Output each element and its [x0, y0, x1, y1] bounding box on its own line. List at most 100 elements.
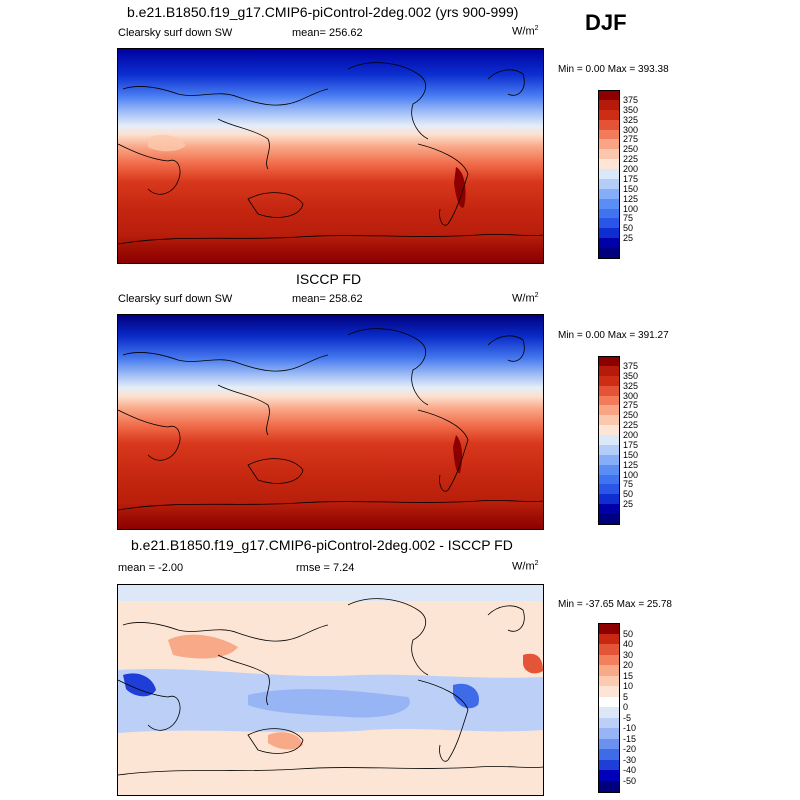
colorbar-tick-label: 275: [623, 134, 639, 145]
colorbar-tick-label: -40: [623, 765, 637, 775]
colorbar-tick-label: 150: [623, 449, 639, 460]
colorbar-tick-label: -5: [623, 712, 632, 723]
colorbar-swatch: [598, 644, 620, 655]
colorbar-tick-label: -30: [623, 754, 637, 765]
panel3-north-band: [118, 585, 543, 601]
colorbar-tick-label: 300: [623, 390, 639, 401]
panel1-colorbar: 375 350 325 300 275 250 225 200 175 150 125 100 75 50…: [598, 90, 658, 260]
colorbar-tick-label: 375: [623, 360, 639, 371]
colorbar-tick-label: 30: [623, 649, 634, 660]
panel3-pacific-negative: [248, 689, 410, 718]
season-label: DJF: [585, 10, 627, 35]
panel3-sa-minimum: [453, 683, 479, 709]
panel1-map: [117, 48, 544, 264]
colorbar-swatch: [598, 238, 620, 249]
panel3-coastlines: [118, 598, 543, 776]
colorbar-tick-label: 50: [623, 628, 634, 639]
colorbar-swatch: [598, 654, 620, 666]
colorbar-tick-label: 40: [623, 639, 634, 649]
colorbar-tick-label: 325: [623, 380, 639, 391]
panel3-east-edge-positive: [523, 653, 543, 674]
panel2-title: ISCCP FD: [296, 271, 362, 287]
colorbar-swatch: [598, 90, 620, 102]
colorbar-swatch: [598, 415, 620, 426]
colorbar-tick-label: 150: [623, 183, 639, 194]
panel3-minmax: Min = -37.65 Max = 25.78: [558, 599, 672, 610]
panel1-minmax: Min = 0.00 Max = 393.38: [558, 64, 669, 75]
colorbar-tick-label: 15: [623, 670, 634, 681]
panel3-africa-minimum: [123, 673, 156, 697]
colorbar-swatch: [598, 208, 620, 219]
colorbar-swatch: [598, 119, 620, 131]
colorbar-swatch: [598, 435, 620, 446]
colorbar-swatch: [598, 385, 620, 397]
panel1-andes-maximum: [454, 167, 466, 208]
panel1-mean-label: mean= 256.62: [292, 27, 363, 39]
colorbar-tick-label: 350: [623, 104, 639, 115]
colorbar-swatch: [598, 514, 620, 526]
colorbar-swatch: [598, 707, 620, 718]
colorbar-swatch: [598, 109, 620, 121]
colorbar-swatch: [598, 494, 620, 505]
colorbar-tick-label: -20: [623, 744, 637, 754]
colorbar-swatch: [598, 623, 620, 635]
colorbar-tick-label: 300: [623, 124, 639, 135]
colorbar-swatch: [598, 749, 620, 760]
panel3-rmse-label: rmse = 7.24: [296, 562, 355, 574]
colorbar-swatch: [598, 405, 620, 416]
panel2-map: [117, 314, 544, 530]
colorbar-swatch: [598, 454, 620, 466]
colorbar-tick-label: -10: [623, 723, 637, 733]
colorbar-swatch: [598, 149, 620, 160]
panel3-colorbar: 50 40 30 20 15 10 5 0 -5 -10 -15 -20 -30 -40 -50: [598, 623, 658, 793]
colorbar-swatch: [598, 425, 620, 436]
colorbar-tick-label: 75: [623, 213, 634, 224]
colorbar-swatch: [598, 188, 620, 200]
colorbar-swatch: [598, 633, 620, 645]
colorbar-tick-label: 25: [623, 233, 634, 244]
colorbar-swatch: [598, 474, 620, 485]
panel1-coastlines: [118, 62, 543, 245]
colorbar-tick-label: 5: [623, 691, 629, 702]
colorbar-tick-label: 100: [623, 469, 639, 480]
panel3-mean-label: mean = -2.00: [118, 562, 184, 574]
colorbar-tick-label: 175: [623, 173, 639, 184]
colorbar-tick-label: 50: [623, 223, 634, 234]
panel1-variable-label: Clearsky surf down SW: [118, 27, 233, 39]
colorbar-swatch: [598, 665, 620, 676]
colorbar-swatch: [598, 675, 620, 687]
panel2-minmax: Min = 0.00 Max = 391.27: [558, 330, 669, 341]
colorbar-swatch: [598, 169, 620, 180]
colorbar-tick-label: 125: [623, 193, 639, 204]
colorbar-swatch: [598, 686, 620, 697]
colorbar-swatch: [598, 738, 620, 750]
colorbar-swatch: [598, 728, 620, 739]
panel3-india-positive: [168, 634, 238, 659]
colorbar-swatch: [598, 375, 620, 387]
colorbar-tick-label: 200: [623, 430, 639, 441]
panel3-title: b.e21.B1850.f19_g17.CMIP6-piControl-2deg…: [131, 537, 513, 553]
colorbar-tick-label: 325: [623, 114, 639, 125]
colorbar-swatch: [598, 696, 620, 708]
colorbar-swatch: [598, 770, 620, 781]
colorbar-tick-label: 25: [623, 499, 634, 510]
panel2-variable-label: Clearsky surf down SW: [118, 293, 233, 305]
colorbar-swatch: [598, 248, 620, 260]
panel2-field: [118, 315, 543, 529]
panel3-units: W/m2: [512, 560, 539, 573]
colorbar-tick-label: 50: [623, 489, 634, 500]
colorbar-tick-label: 20: [623, 660, 634, 670]
colorbar-tick-label: 175: [623, 439, 639, 450]
colorbar-swatch: [598, 356, 620, 368]
colorbar-tick-label: 275: [623, 400, 639, 411]
colorbar-swatch: [598, 444, 620, 456]
panel2-coastlines: [118, 328, 543, 511]
panel2-units: W/m2: [512, 292, 539, 305]
colorbar-tick-label: 375: [623, 94, 639, 105]
colorbar-tick-label: 125: [623, 459, 639, 470]
panel1-field: [118, 49, 543, 263]
colorbar-tick-label: 225: [623, 154, 639, 165]
panel3-australia-positive: [268, 732, 303, 750]
colorbar-swatch: [598, 464, 620, 476]
colorbar-swatch: [598, 129, 620, 140]
